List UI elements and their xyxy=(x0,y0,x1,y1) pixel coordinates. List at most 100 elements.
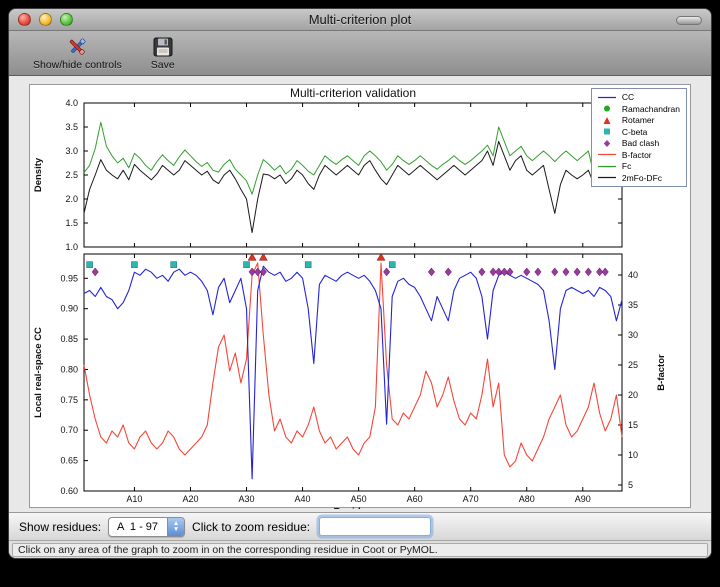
svg-text:3.0: 3.0 xyxy=(65,146,78,156)
residue-range-select[interactable]: A 1 - 97 ▲ ▼ xyxy=(108,516,186,537)
zoom-button[interactable] xyxy=(60,13,73,26)
svg-text:B-factor: B-factor xyxy=(656,354,667,391)
svg-text:Density: Density xyxy=(33,157,44,192)
close-button[interactable] xyxy=(18,13,31,26)
bad-clash-marker[interactable] xyxy=(584,267,592,277)
legend-item: B-factor xyxy=(597,150,680,161)
bad-clash-marker[interactable] xyxy=(259,267,267,277)
svg-text:3.5: 3.5 xyxy=(65,122,78,132)
bad-clash-marker[interactable] xyxy=(500,267,508,277)
legend-label: Ramachandran xyxy=(621,103,680,114)
bad-clash-marker[interactable] xyxy=(444,267,452,277)
svg-text:2.5: 2.5 xyxy=(65,170,78,180)
svg-text:Local real-space CC: Local real-space CC xyxy=(33,327,44,418)
svg-text:0.80: 0.80 xyxy=(60,364,78,374)
legend-label: Rotamer xyxy=(621,115,655,126)
c-beta-marker[interactable] xyxy=(304,261,312,268)
legend-label: C-beta xyxy=(621,126,648,137)
line-glyph-icon xyxy=(597,96,616,98)
figure-canvas[interactable]: Multi-criterion validation 1.0 1.5 2.0 2.5 3.… xyxy=(29,84,692,509)
status-bar: Click on any area of the graph to zoom i… xyxy=(9,540,711,558)
svg-text:1.0: 1.0 xyxy=(65,242,78,252)
show-hide-controls-button[interactable]: Show/hide controls xyxy=(33,34,122,71)
triangle-glyph-icon xyxy=(603,116,611,124)
svg-text:0.75: 0.75 xyxy=(60,395,78,405)
svg-text:A80: A80 xyxy=(519,494,535,504)
line-glyph-icon xyxy=(597,154,616,156)
bad-clash-marker[interactable] xyxy=(383,267,391,277)
bad-clash-marker[interactable] xyxy=(489,267,497,277)
zoom-residue-input[interactable] xyxy=(319,517,432,536)
svg-text:Residue: Residue xyxy=(334,507,373,509)
window-title: Multi-criterion plot xyxy=(308,12,412,27)
bad-clash-marker[interactable] xyxy=(427,267,435,277)
multi-criterion-chart[interactable]: Multi-criterion validation 1.0 1.5 2.0 2.5 3.… xyxy=(30,85,692,509)
svg-text:35: 35 xyxy=(628,300,638,310)
svg-text:A10: A10 xyxy=(126,494,142,504)
bad-clash-marker[interactable] xyxy=(254,267,262,277)
legend-item: Fc xyxy=(597,161,680,172)
bad-clash-marker[interactable] xyxy=(551,267,559,277)
c-beta-marker[interactable] xyxy=(170,261,177,268)
titlebar[interactable]: Multi-criterion plot xyxy=(9,9,711,31)
bad-clash-marker[interactable] xyxy=(495,267,503,277)
svg-text:4.0: 4.0 xyxy=(65,98,78,108)
show-hide-controls-icon xyxy=(64,34,90,59)
legend-label: Bad clash xyxy=(621,138,660,149)
legend-label: 2mFo-DFc xyxy=(621,172,663,183)
top-axes-frame[interactable] xyxy=(83,102,623,248)
line-CC[interactable] xyxy=(83,265,623,480)
svg-text:2.0: 2.0 xyxy=(65,194,78,204)
rotamer-marker[interactable] xyxy=(247,252,257,261)
svg-text:A60: A60 xyxy=(407,494,423,504)
bad-clash-marker[interactable] xyxy=(596,267,604,277)
svg-text:30: 30 xyxy=(628,330,638,340)
c-beta-marker[interactable] xyxy=(131,261,138,268)
bad-clash-marker[interactable] xyxy=(506,267,514,277)
legend-label: Fc xyxy=(621,161,632,172)
bad-clash-marker[interactable] xyxy=(91,267,99,277)
plot-content: Multi-criterion validation 1.0 1.5 2.0 2.5 3.… xyxy=(9,76,711,512)
bad-clash-marker[interactable] xyxy=(534,267,542,277)
line-glyph-icon xyxy=(597,177,616,179)
show-hide-controls-label: Show/hide controls xyxy=(33,59,122,71)
plot-legend: CC Ramachandran Rotamer C-beta Bad clash B-fa… xyxy=(590,88,687,187)
line-2mFo-DFc[interactable] xyxy=(83,140,623,234)
diamond-glyph-icon xyxy=(603,139,611,147)
svg-text:0.60: 0.60 xyxy=(60,486,78,496)
svg-text:A30: A30 xyxy=(239,494,255,504)
line-Fc[interactable] xyxy=(83,121,623,195)
controls-bar: Show residues: A 1 - 97 ▲ ▼ Click to zoom… xyxy=(9,512,711,540)
stepper-arrows-icon: ▲ ▼ xyxy=(167,517,185,536)
legend-item: Rotamer xyxy=(597,115,680,126)
figure-title: Multi-criterion validation xyxy=(290,86,416,100)
rotamer-marker[interactable] xyxy=(376,252,386,261)
svg-text:A90: A90 xyxy=(575,494,591,504)
svg-text:0.95: 0.95 xyxy=(60,273,78,283)
zoom-residue-label: Click to zoom residue: xyxy=(192,519,311,534)
show-residues-label: Show residues: xyxy=(19,519,102,534)
multi-criterion-plot-window: Multi-criterion plot Show/hide controls xyxy=(8,8,712,559)
c-beta-marker[interactable] xyxy=(243,261,250,268)
toolbar-toggle-button[interactable] xyxy=(676,16,702,25)
svg-text:0.85: 0.85 xyxy=(60,334,78,344)
rotamer-marker[interactable] xyxy=(258,252,268,261)
svg-text:25: 25 xyxy=(628,360,638,370)
c-beta-marker[interactable] xyxy=(388,261,396,268)
bad-clash-marker[interactable] xyxy=(601,267,609,277)
c-beta-marker[interactable] xyxy=(86,261,93,268)
line-glyph-icon xyxy=(597,165,616,167)
line-B-factor[interactable] xyxy=(83,262,623,468)
bad-clash-marker[interactable] xyxy=(248,267,256,277)
bad-clash-marker[interactable] xyxy=(562,267,570,277)
svg-text:5: 5 xyxy=(628,480,633,490)
bad-clash-marker[interactable] xyxy=(478,267,486,277)
status-message: Click on any area of the graph to zoom i… xyxy=(12,542,708,557)
bottom-axes-frame[interactable] xyxy=(83,253,623,492)
minimize-button[interactable] xyxy=(39,13,52,26)
bad-clash-marker[interactable] xyxy=(523,267,531,277)
bad-clash-marker[interactable] xyxy=(573,267,581,277)
save-button[interactable]: Save xyxy=(150,34,176,71)
svg-text:A40: A40 xyxy=(295,494,311,504)
svg-text:1.5: 1.5 xyxy=(65,218,78,228)
